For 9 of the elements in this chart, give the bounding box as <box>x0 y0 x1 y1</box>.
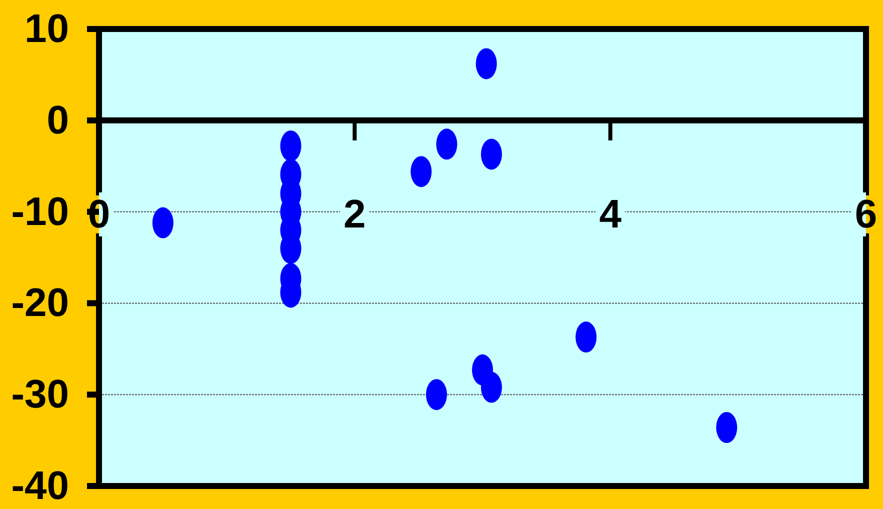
x-tick-label: 2 <box>344 192 366 236</box>
y-tick-label: 0 <box>46 98 69 142</box>
y-tick-label: -30 <box>11 372 69 417</box>
y-tick-label: -40 <box>11 464 69 508</box>
y-tick-label: -10 <box>11 190 69 234</box>
x-tick-label: 4 <box>599 192 622 236</box>
y-tick-label: -20 <box>11 281 69 326</box>
x-tick-label: 6 <box>854 192 878 236</box>
y-tick-label: 10 <box>24 7 69 51</box>
